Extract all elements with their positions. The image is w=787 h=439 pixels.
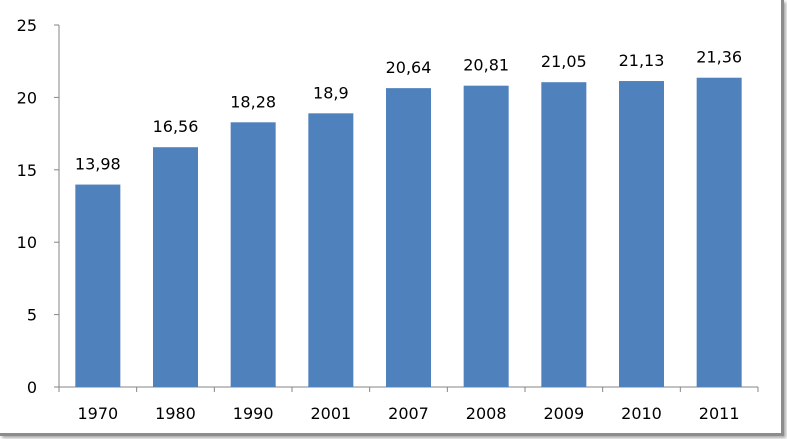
data-label-2009: 21,05 [541,52,587,71]
data-labels: 13,98 16,56 18,28 18,9 20,64 20,81 21,05 21,13 2… [75,48,742,174]
bar-2011 [696,77,742,387]
x-tick-label: 2009 [543,404,584,423]
x-tick-label: 2007 [388,404,429,423]
x-tick-label: 2011 [699,404,740,423]
data-label-2007: 20,64 [386,58,432,77]
data-label-1980: 16,56 [153,117,199,136]
data-label-1990: 18,28 [230,92,276,111]
x-tick-label: 2001 [310,404,351,423]
bar-2007 [386,88,431,387]
y-axis: 0 5 10 15 20 25 [17,16,60,397]
y-tick-label: 15 [17,161,37,180]
data-label-2010: 21,13 [619,51,665,70]
data-label-1970: 13,98 [75,155,121,174]
x-tick-label: 2008 [466,404,507,423]
y-tick-label: 10 [17,233,37,252]
bar-1980 [153,147,198,387]
data-label-2001: 18,9 [313,83,349,102]
bar-2001 [308,113,354,387]
x-tick-label: 1980 [155,404,196,423]
data-label-2008: 20,81 [463,56,509,75]
y-tick-label: 20 [17,88,37,107]
bar-1990 [230,122,276,387]
bar-2010 [619,81,664,387]
bar-1970 [75,184,121,387]
bar-2009 [541,82,587,388]
x-tick-label: 1990 [233,404,274,423]
y-tick-label: 25 [17,16,37,35]
x-tick-label: 1970 [77,404,118,423]
y-tick-label: 5 [27,306,37,325]
bar-2008 [463,85,509,387]
x-tick-label: 2010 [621,404,662,423]
x-axis: 1970 1980 1990 2001 2007 2008 2009 2010 2011 [58,386,759,423]
data-label-2011: 21,36 [696,48,742,67]
bars [75,77,742,388]
y-tick-label: 0 [27,378,37,397]
